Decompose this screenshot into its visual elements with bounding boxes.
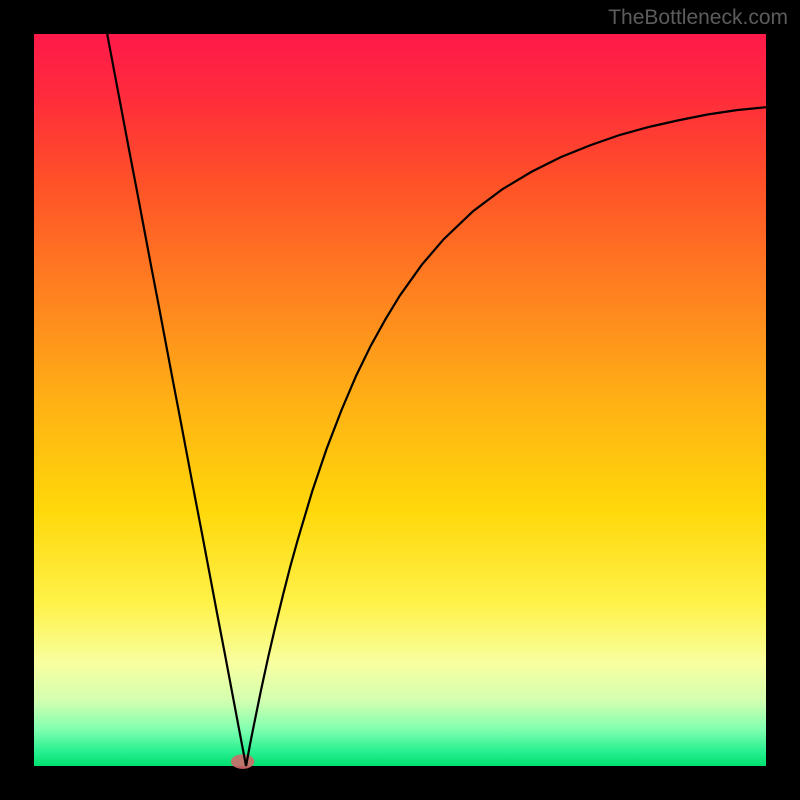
bottleneck-curve-chart bbox=[0, 0, 800, 800]
minimum-marker bbox=[231, 754, 254, 769]
gradient-background bbox=[34, 34, 766, 766]
chart-container: TheBottleneck.com bbox=[0, 0, 800, 800]
